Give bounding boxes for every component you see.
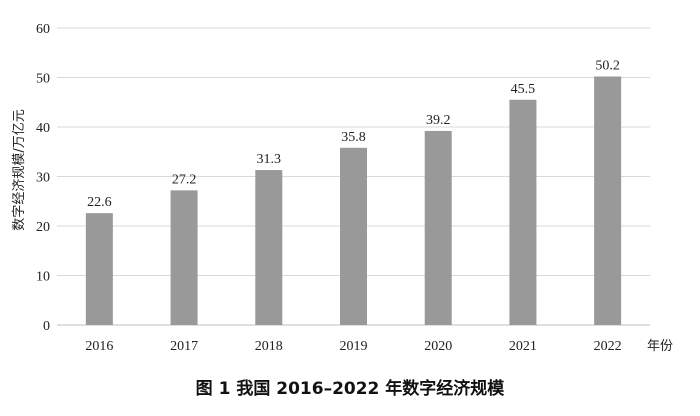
x-tick-label: 2021 (509, 339, 537, 354)
x-axis-ticks: 2016 2017 2018 2019 2020 2021 2022 (85, 339, 621, 354)
x-tick-label: 2016 (85, 339, 113, 354)
bar-2021 (509, 99, 537, 326)
y-tick-label: 50 (36, 72, 50, 87)
x-tick-label: 2017 (170, 339, 198, 354)
x-tick-label: 2020 (424, 339, 452, 354)
bar-2017 (170, 190, 198, 325)
bar-2016 (85, 213, 113, 325)
data-label-2017: 27.2 (172, 172, 197, 187)
x-tick-label: 2019 (340, 339, 368, 354)
data-label-2022: 50.2 (595, 59, 620, 74)
y-axis-ticks: 0 10 20 30 40 50 60 (36, 22, 50, 334)
data-labels: 22.6 27.2 31.3 35.8 39.2 45.5 50.2 (87, 59, 620, 211)
y-tick-label: 0 (43, 319, 50, 334)
y-axis-title: 数字经济规模/万亿元 (12, 109, 27, 230)
figure-caption: 图 1 我国 2016–2022 年数字经济规模 (196, 378, 506, 399)
x-tick-label: 2018 (255, 339, 283, 354)
bar-2020 (424, 130, 452, 325)
y-tick-label: 30 (36, 171, 50, 186)
data-label-2020: 39.2 (426, 113, 451, 128)
bar-2018 (255, 170, 283, 325)
x-axis-title: 年份 (647, 339, 673, 354)
y-tick-label: 40 (36, 121, 50, 136)
y-tick-label: 20 (36, 220, 50, 235)
bar-2019 (340, 147, 367, 325)
data-label-2018: 31.3 (257, 152, 282, 167)
bars (85, 76, 622, 326)
x-tick-label: 2022 (594, 339, 622, 354)
y-tick-label: 60 (36, 22, 50, 37)
y-tick-label: 10 (36, 270, 50, 285)
bar-2022 (594, 76, 622, 325)
data-label-2021: 45.5 (511, 82, 536, 97)
data-label-2016: 22.6 (87, 195, 112, 210)
data-label-2019: 35.8 (341, 130, 366, 145)
